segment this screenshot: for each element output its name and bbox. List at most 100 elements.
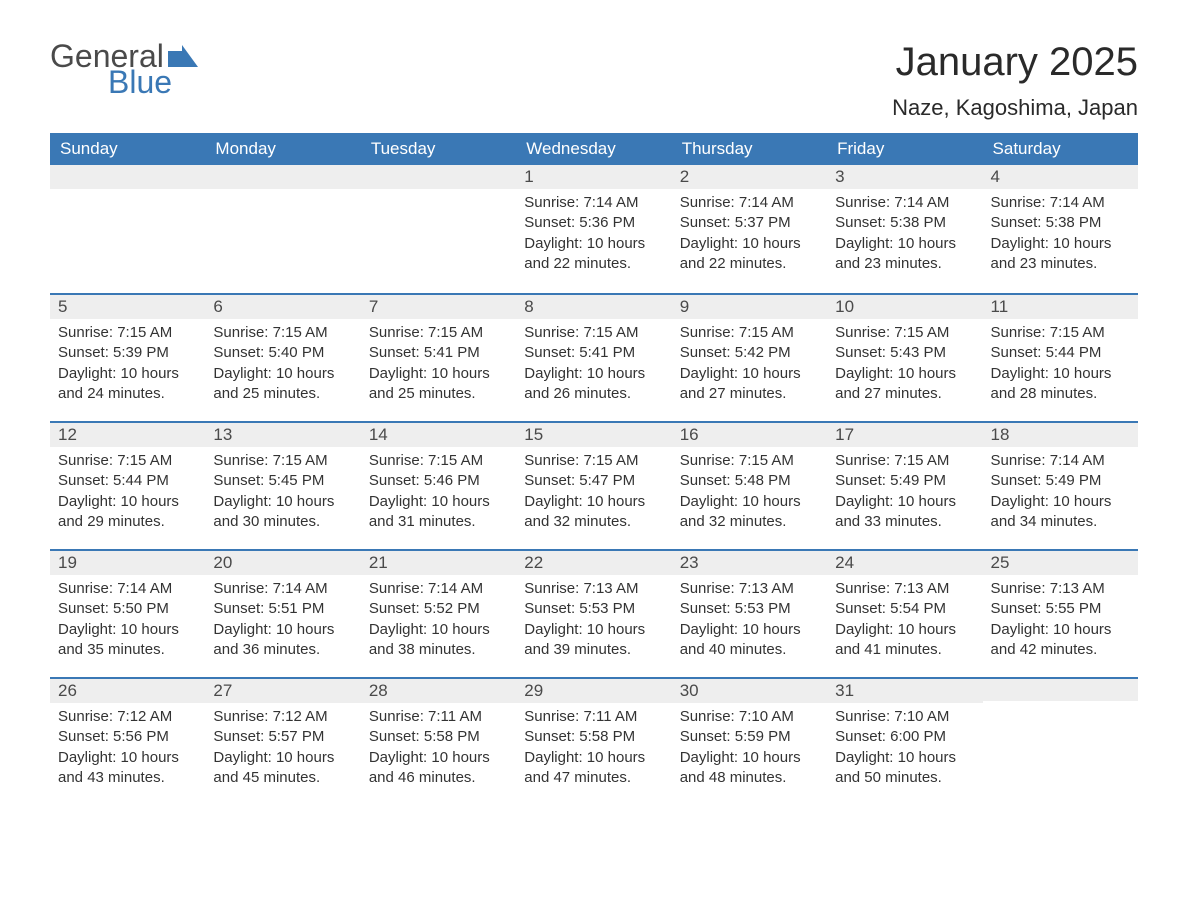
day-number: 30 [672, 677, 827, 703]
day-number: 25 [983, 549, 1138, 575]
day-body: Sunrise: 7:15 AMSunset: 5:39 PMDaylight:… [50, 319, 205, 414]
day-number: 20 [205, 549, 360, 575]
day-number: 11 [983, 293, 1138, 319]
day-number: 19 [50, 549, 205, 575]
day-cell: 8Sunrise: 7:15 AMSunset: 5:41 PMDaylight… [516, 293, 671, 421]
sunset-line: Sunset: 5:43 PM [835, 343, 974, 363]
day-body: Sunrise: 7:14 AMSunset: 5:50 PMDaylight:… [50, 575, 205, 670]
sunset-line: Sunset: 5:39 PM [58, 343, 197, 363]
sunset-line: Sunset: 5:48 PM [680, 471, 819, 491]
day-body: Sunrise: 7:15 AMSunset: 5:49 PMDaylight:… [827, 447, 982, 542]
day-number-empty [361, 165, 516, 189]
day-body: Sunrise: 7:11 AMSunset: 5:58 PMDaylight:… [516, 703, 671, 798]
daylight-line: Daylight: 10 hours and 22 minutes. [524, 234, 663, 275]
day-number: 9 [672, 293, 827, 319]
daylight-line: Daylight: 10 hours and 31 minutes. [369, 492, 508, 533]
day-number: 22 [516, 549, 671, 575]
day-number: 1 [516, 165, 671, 189]
day-cell: 26Sunrise: 7:12 AMSunset: 5:56 PMDayligh… [50, 677, 205, 805]
day-cell: 3Sunrise: 7:14 AMSunset: 5:38 PMDaylight… [827, 165, 982, 293]
sunrise-line: Sunrise: 7:15 AM [524, 323, 663, 343]
day-number: 17 [827, 421, 982, 447]
day-cell: 20Sunrise: 7:14 AMSunset: 5:51 PMDayligh… [205, 549, 360, 677]
day-number: 27 [205, 677, 360, 703]
month-title: January 2025 [892, 40, 1138, 85]
day-body: Sunrise: 7:15 AMSunset: 5:44 PMDaylight:… [983, 319, 1138, 414]
sunrise-line: Sunrise: 7:12 AM [213, 707, 352, 727]
day-cell: 14Sunrise: 7:15 AMSunset: 5:46 PMDayligh… [361, 421, 516, 549]
day-cell [983, 677, 1138, 805]
daylight-line: Daylight: 10 hours and 22 minutes. [680, 234, 819, 275]
day-body: Sunrise: 7:12 AMSunset: 5:57 PMDaylight:… [205, 703, 360, 798]
day-number: 13 [205, 421, 360, 447]
day-cell: 25Sunrise: 7:13 AMSunset: 5:55 PMDayligh… [983, 549, 1138, 677]
day-body: Sunrise: 7:10 AMSunset: 6:00 PMDaylight:… [827, 703, 982, 798]
daylight-line: Daylight: 10 hours and 39 minutes. [524, 620, 663, 661]
daylight-line: Daylight: 10 hours and 45 minutes. [213, 748, 352, 789]
title-block: January 2025 Naze, Kagoshima, Japan [892, 40, 1138, 121]
sunset-line: Sunset: 5:55 PM [991, 599, 1130, 619]
day-body: Sunrise: 7:11 AMSunset: 5:58 PMDaylight:… [361, 703, 516, 798]
sunset-line: Sunset: 5:46 PM [369, 471, 508, 491]
day-cell: 27Sunrise: 7:12 AMSunset: 5:57 PMDayligh… [205, 677, 360, 805]
day-cell [205, 165, 360, 293]
sunrise-line: Sunrise: 7:14 AM [58, 579, 197, 599]
daylight-line: Daylight: 10 hours and 47 minutes. [524, 748, 663, 789]
sunrise-line: Sunrise: 7:10 AM [835, 707, 974, 727]
daylight-line: Daylight: 10 hours and 32 minutes. [680, 492, 819, 533]
sunrise-line: Sunrise: 7:15 AM [369, 323, 508, 343]
day-cell: 30Sunrise: 7:10 AMSunset: 5:59 PMDayligh… [672, 677, 827, 805]
daylight-line: Daylight: 10 hours and 27 minutes. [835, 364, 974, 405]
day-cell: 1Sunrise: 7:14 AMSunset: 5:36 PMDaylight… [516, 165, 671, 293]
sunset-line: Sunset: 6:00 PM [835, 727, 974, 747]
logo: General Blue [50, 40, 198, 98]
day-body: Sunrise: 7:14 AMSunset: 5:52 PMDaylight:… [361, 575, 516, 670]
sunrise-line: Sunrise: 7:10 AM [680, 707, 819, 727]
day-number: 3 [827, 165, 982, 189]
sunrise-line: Sunrise: 7:15 AM [213, 323, 352, 343]
daylight-line: Daylight: 10 hours and 24 minutes. [58, 364, 197, 405]
sunset-line: Sunset: 5:52 PM [369, 599, 508, 619]
sunrise-line: Sunrise: 7:15 AM [835, 323, 974, 343]
day-header: Saturday [983, 133, 1138, 165]
week-row: 1Sunrise: 7:14 AMSunset: 5:36 PMDaylight… [50, 165, 1138, 293]
day-body: Sunrise: 7:15 AMSunset: 5:41 PMDaylight:… [516, 319, 671, 414]
day-body: Sunrise: 7:13 AMSunset: 5:53 PMDaylight:… [672, 575, 827, 670]
daylight-line: Daylight: 10 hours and 25 minutes. [369, 364, 508, 405]
sunrise-line: Sunrise: 7:15 AM [680, 451, 819, 471]
day-cell: 24Sunrise: 7:13 AMSunset: 5:54 PMDayligh… [827, 549, 982, 677]
day-cell: 22Sunrise: 7:13 AMSunset: 5:53 PMDayligh… [516, 549, 671, 677]
day-body: Sunrise: 7:15 AMSunset: 5:44 PMDaylight:… [50, 447, 205, 542]
sunrise-line: Sunrise: 7:14 AM [991, 193, 1130, 213]
sunset-line: Sunset: 5:58 PM [369, 727, 508, 747]
day-number-empty [983, 677, 1138, 701]
daylight-line: Daylight: 10 hours and 23 minutes. [991, 234, 1130, 275]
day-body: Sunrise: 7:14 AMSunset: 5:51 PMDaylight:… [205, 575, 360, 670]
sunset-line: Sunset: 5:58 PM [524, 727, 663, 747]
sunrise-line: Sunrise: 7:15 AM [369, 451, 508, 471]
day-body: Sunrise: 7:10 AMSunset: 5:59 PMDaylight:… [672, 703, 827, 798]
sunset-line: Sunset: 5:50 PM [58, 599, 197, 619]
sunset-line: Sunset: 5:59 PM [680, 727, 819, 747]
day-cell: 13Sunrise: 7:15 AMSunset: 5:45 PMDayligh… [205, 421, 360, 549]
day-body: Sunrise: 7:15 AMSunset: 5:45 PMDaylight:… [205, 447, 360, 542]
daylight-line: Daylight: 10 hours and 41 minutes. [835, 620, 974, 661]
day-number: 16 [672, 421, 827, 447]
header: General Blue January 2025 Naze, Kagoshim… [50, 40, 1138, 121]
sunset-line: Sunset: 5:51 PM [213, 599, 352, 619]
day-number: 31 [827, 677, 982, 703]
day-body: Sunrise: 7:15 AMSunset: 5:43 PMDaylight:… [827, 319, 982, 414]
day-cell: 23Sunrise: 7:13 AMSunset: 5:53 PMDayligh… [672, 549, 827, 677]
daylight-line: Daylight: 10 hours and 23 minutes. [835, 234, 974, 275]
day-number: 23 [672, 549, 827, 575]
day-cell: 6Sunrise: 7:15 AMSunset: 5:40 PMDaylight… [205, 293, 360, 421]
sunrise-line: Sunrise: 7:15 AM [835, 451, 974, 471]
sunrise-line: Sunrise: 7:15 AM [213, 451, 352, 471]
day-cell: 2Sunrise: 7:14 AMSunset: 5:37 PMDaylight… [672, 165, 827, 293]
day-body: Sunrise: 7:12 AMSunset: 5:56 PMDaylight:… [50, 703, 205, 798]
day-body: Sunrise: 7:15 AMSunset: 5:46 PMDaylight:… [361, 447, 516, 542]
day-cell: 4Sunrise: 7:14 AMSunset: 5:38 PMDaylight… [983, 165, 1138, 293]
sunrise-line: Sunrise: 7:14 AM [991, 451, 1130, 471]
day-number: 26 [50, 677, 205, 703]
daylight-line: Daylight: 10 hours and 50 minutes. [835, 748, 974, 789]
